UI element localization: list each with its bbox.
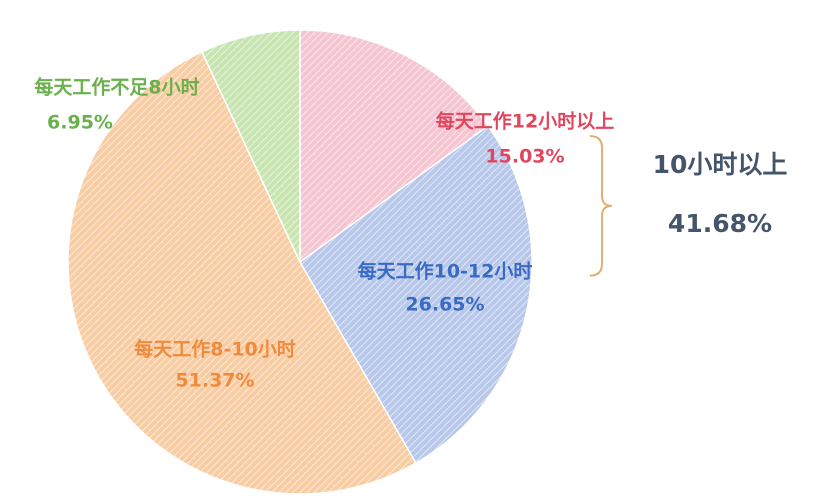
- slice-value: 6.95%: [47, 112, 113, 134]
- pie-slice: [299, 29, 489, 264]
- annotation-text: 10小时以上: [653, 150, 788, 179]
- slice-label: 每天工作8-10小时: [134, 338, 296, 361]
- pie-slice: [299, 124, 533, 465]
- pie-slice: [200, 29, 301, 263]
- slice-label: 每天工作不足8小时: [34, 76, 199, 99]
- slice-label: 每天工作12小时以上: [436, 110, 614, 133]
- pie-slice: [67, 50, 417, 495]
- slice-value: 26.65%: [405, 294, 484, 316]
- annotation-value: 41.68%: [668, 209, 772, 238]
- slice-label: 每天工作10-12小时: [358, 260, 533, 283]
- slice-value: 51.37%: [175, 370, 254, 392]
- annotation-bracket: [589, 135, 613, 277]
- slice-value: 15.03%: [485, 146, 564, 168]
